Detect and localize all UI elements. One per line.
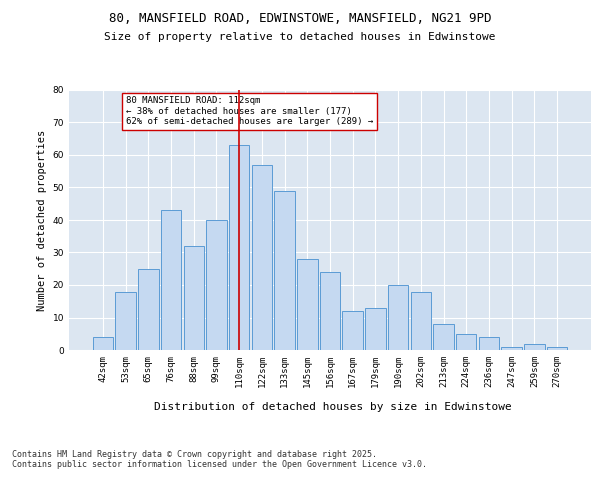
Bar [547,347,567,350]
Bar [456,334,476,350]
Bar [184,246,204,350]
Text: 80 MANSFIELD ROAD: 112sqm
← 38% of detached houses are smaller (177)
62% of semi: 80 MANSFIELD ROAD: 112sqm ← 38% of detac… [125,96,373,126]
Text: 80, MANSFIELD ROAD, EDWINSTOWE, MANSFIELD, NG21 9PD: 80, MANSFIELD ROAD, EDWINSTOWE, MANSFIEL… [109,12,491,26]
Bar [93,337,113,350]
Bar [115,292,136,350]
Y-axis label: Number of detached properties: Number of detached properties [37,130,47,310]
Bar [297,259,317,350]
Text: Distribution of detached houses by size in Edwinstowe: Distribution of detached houses by size … [154,402,512,412]
Bar [502,347,522,350]
Bar [161,210,181,350]
Bar [229,145,250,350]
Bar [274,190,295,350]
Bar [251,164,272,350]
Bar [524,344,545,350]
Bar [206,220,227,350]
Bar [138,268,158,350]
Text: Size of property relative to detached houses in Edwinstowe: Size of property relative to detached ho… [104,32,496,42]
Bar [433,324,454,350]
Bar [343,311,363,350]
Bar [388,285,409,350]
Bar [410,292,431,350]
Bar [365,308,386,350]
Text: Contains HM Land Registry data © Crown copyright and database right 2025.
Contai: Contains HM Land Registry data © Crown c… [12,450,427,469]
Bar [479,337,499,350]
Bar [320,272,340,350]
